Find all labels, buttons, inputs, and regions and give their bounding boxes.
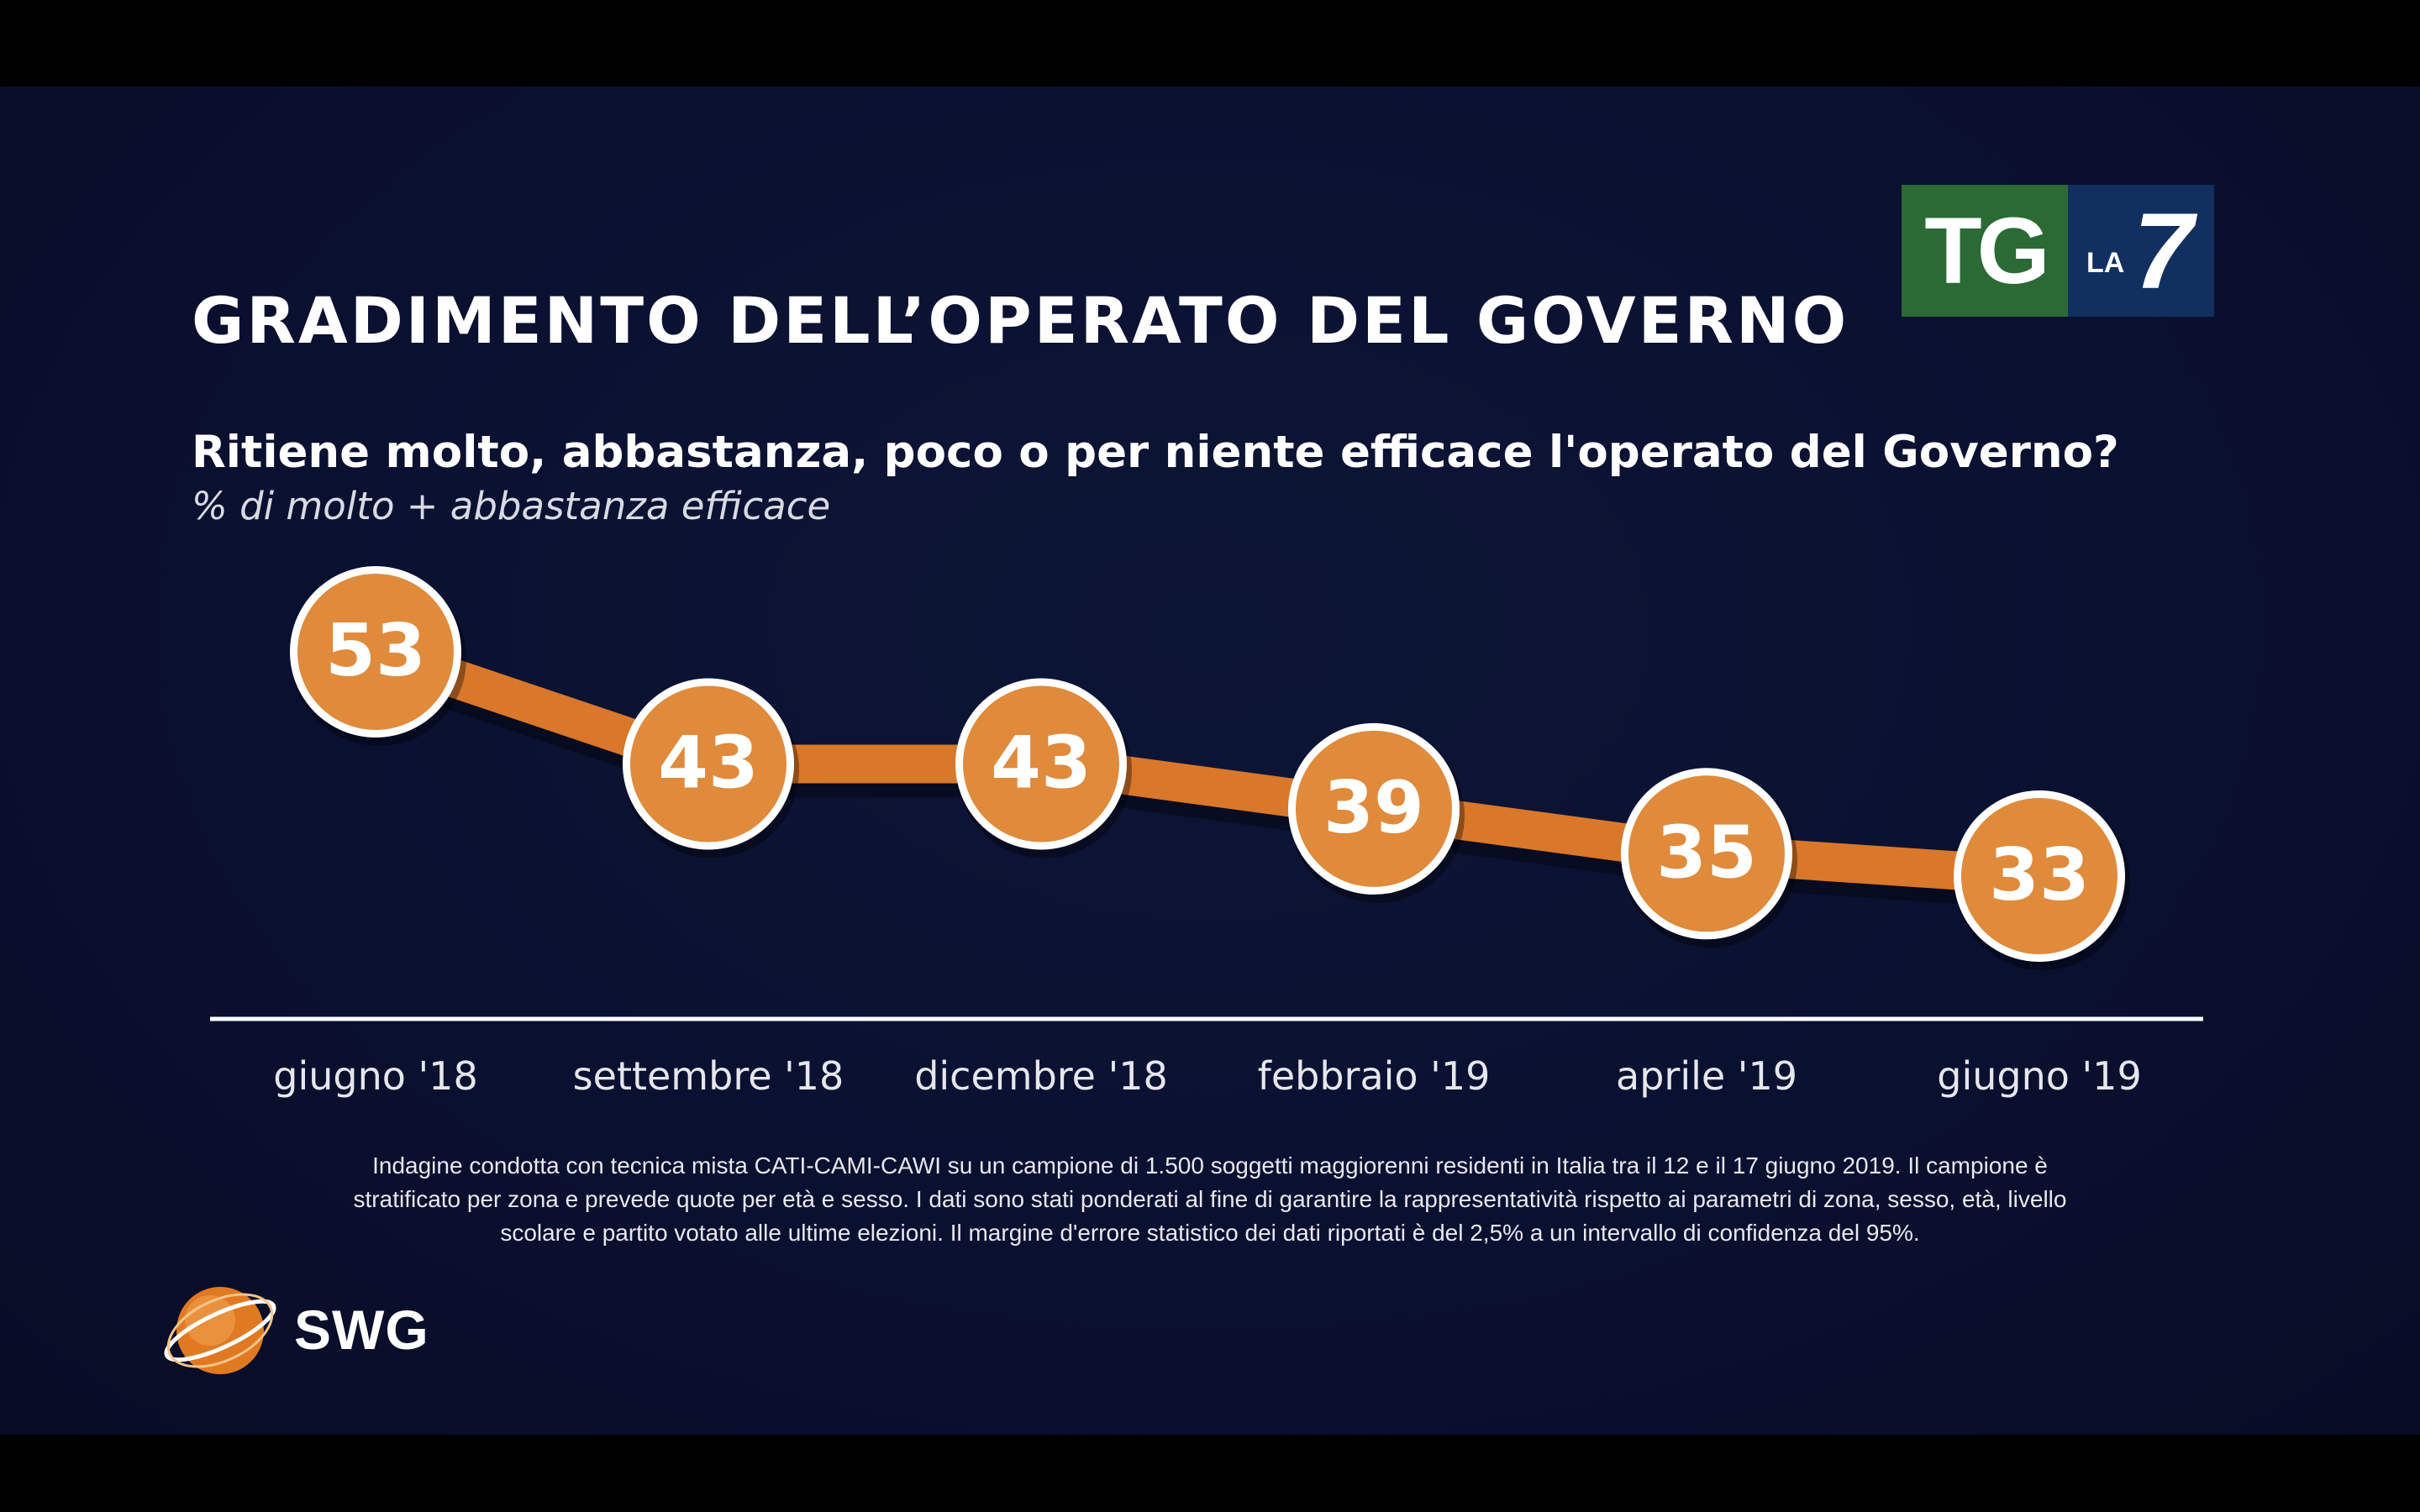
- brand-name: SWG: [294, 1299, 429, 1361]
- x-tick-label: giugno '19: [1937, 1053, 2141, 1099]
- globe-icon: [164, 1287, 276, 1374]
- point-marker: [1628, 775, 1785, 932]
- swg-logo: SWG: [160, 1275, 429, 1384]
- logo-la: LA: [2086, 247, 2125, 279]
- chart-subtitle: % di molto + abbastanza efficace: [192, 484, 831, 528]
- chart-title: GRADIMENTO DELL’OPERATO DEL GOVERNO: [192, 283, 1849, 358]
- x-tick-label: aprile '19: [1616, 1053, 1797, 1099]
- tg-la7-logo: TG LA 7: [1902, 185, 2214, 317]
- logo-la7: LA 7: [2068, 185, 2214, 317]
- point-marker: [297, 574, 454, 730]
- logo-tg: TG: [1902, 185, 2068, 317]
- x-tick-label: febbraio '19: [1258, 1053, 1491, 1099]
- x-tick-label: dicembre '18: [914, 1053, 1168, 1099]
- x-tick-label: settembre '18: [573, 1053, 844, 1099]
- footnote-line: Indagine condotta con tecnica mista CATI…: [372, 1152, 2048, 1179]
- top-letterbox: [0, 0, 2420, 87]
- footnote-line: stratificato per zona e prevede quote pe…: [353, 1186, 2067, 1212]
- footnote-line: scolare e partito votato alle ultime ele…: [500, 1220, 1920, 1246]
- data-label: 53: [325, 609, 426, 693]
- point-marker: [1961, 798, 2118, 954]
- data-label: 39: [1323, 766, 1424, 850]
- logo-seven: 7: [2133, 192, 2194, 312]
- point-marker: [630, 685, 786, 843]
- survey-question: Ritiene molto, abbastanza, poco o per ni…: [192, 427, 2119, 478]
- data-label: 43: [658, 722, 759, 806]
- data-label: 33: [1989, 833, 2090, 917]
- bottom-letterbox: [0, 1435, 2420, 1512]
- methodology-footnote: Indagine condotta con tecnica mista CATI…: [202, 1149, 2218, 1250]
- x-tick-label: giugno '18: [273, 1053, 477, 1099]
- data-label: 35: [1656, 811, 1757, 895]
- point-marker: [963, 685, 1119, 843]
- point-marker: [1296, 730, 1452, 887]
- data-label: 43: [991, 722, 1092, 806]
